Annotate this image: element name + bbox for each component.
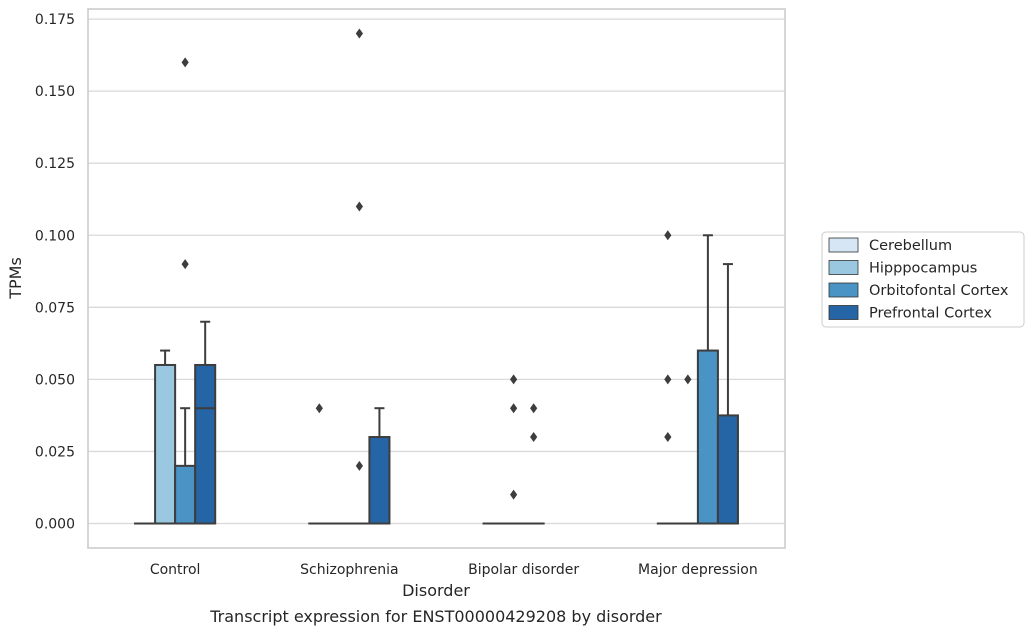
y-tick-label: 0.075: [35, 300, 75, 316]
box-cerebellum: [308, 403, 331, 525]
y-tick-label: 0.175: [35, 12, 75, 28]
box-prefrontal-cortex: [716, 263, 739, 525]
y-tick-labels: 0.000 0.025 0.050 0.075 0.100 0.125 0.150 0.175: [35, 12, 75, 532]
box-body: [174, 464, 197, 525]
legend: Cerebellum Hipppocampus Orbitofontal Corte…: [821, 231, 1025, 328]
boxplots: [134, 28, 739, 525]
chart-caption: Transcript expression for ENST0000042920…: [209, 607, 662, 626]
x-tick-label: Major depression: [638, 562, 758, 578]
box-body: [696, 349, 719, 525]
legend-label: Hipppocampus: [869, 261, 977, 277]
outlier-point: [664, 230, 672, 241]
legend-swatch: [828, 237, 859, 253]
outlier-point: [530, 403, 538, 414]
box-hipppocampus: [676, 374, 699, 525]
box-prefrontal-cortex: [368, 407, 391, 525]
outlier-point: [510, 489, 518, 500]
legend-frame: [821, 231, 1025, 328]
outlier-point: [530, 432, 538, 443]
box-prefrontal-cortex: [194, 320, 217, 525]
grid-lines: [88, 18, 785, 525]
box-body: [154, 363, 177, 525]
x-tick-labels: Control Schizophrenia Bipolar disorder Majo…: [150, 562, 758, 578]
x-axis-label: Disorder: [402, 581, 470, 600]
outlier-point: [510, 374, 518, 385]
outlier-point: [355, 460, 363, 471]
box-orbitofontal-cortex: [348, 28, 371, 525]
legend-label: Prefrontal Cortex: [869, 306, 992, 322]
box-orbitofontal-cortex: [174, 57, 197, 525]
y-tick-label: 0.100: [35, 228, 75, 244]
box-body: [194, 363, 217, 525]
plot-frame: [87, 8, 786, 549]
legend-swatch: [828, 282, 859, 298]
box-cerebellum: [656, 230, 679, 525]
x-tick-label: Control: [150, 562, 201, 578]
box-orbitofontal-cortex: [522, 403, 545, 525]
x-tick-label: Bipolar disorder: [468, 562, 579, 578]
legend-swatch: [828, 260, 859, 275]
outlier-point: [315, 403, 323, 414]
outlier-point: [664, 374, 672, 385]
box-body: [368, 436, 391, 525]
box-body: [716, 414, 739, 525]
outlier-point: [355, 28, 363, 39]
y-tick-label: 0.125: [35, 156, 75, 172]
outlier-point: [181, 259, 189, 270]
box-hipppocampus: [502, 374, 525, 525]
legend-swatch: [828, 305, 859, 320]
legend-label: Orbitofontal Cortex: [869, 283, 1009, 299]
y-tick-label: 0.150: [35, 84, 75, 100]
outlier-point: [355, 201, 363, 212]
y-tick-label: 0.025: [35, 444, 75, 460]
y-axis-label: TPMs: [6, 257, 25, 300]
x-tick-label: Schizophrenia: [300, 562, 398, 578]
outlier-point: [664, 432, 672, 443]
box-hipppocampus: [154, 349, 177, 525]
y-tick-label: 0.000: [35, 517, 75, 533]
outlier-point: [181, 57, 189, 68]
box-orbitofontal-cortex: [696, 234, 719, 525]
outlier-point: [684, 374, 692, 385]
outlier-point: [510, 403, 518, 414]
legend-label: Cerebellum: [869, 238, 952, 254]
y-tick-label: 0.050: [35, 372, 75, 388]
